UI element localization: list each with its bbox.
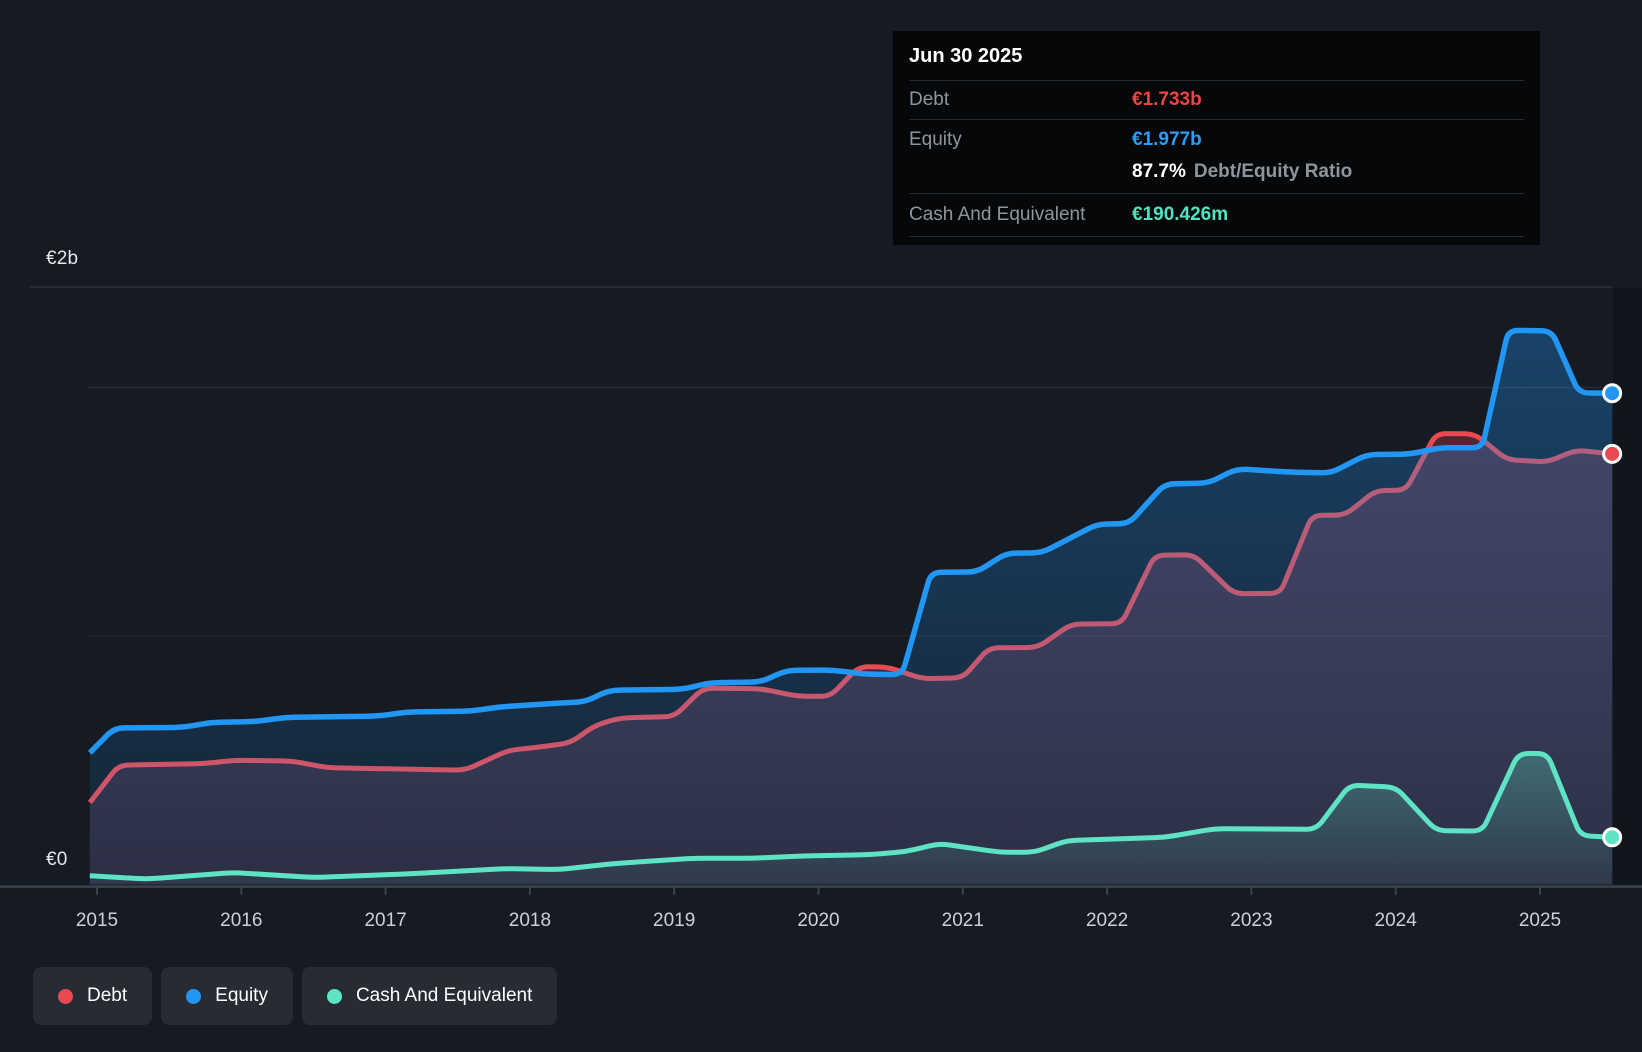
x-axis-tick-2020 <box>817 887 820 895</box>
tooltip-cash-label: Cash And Equivalent <box>909 204 1086 225</box>
x-axis-tick-2022 <box>1106 887 1109 895</box>
legend-item-debt[interactable]: Debt <box>33 967 153 1025</box>
x-axis-tick-2019 <box>673 887 676 895</box>
x-axis-label-2025: 2025 <box>1518 910 1562 931</box>
legend-equity-label: Equity <box>215 985 268 1006</box>
cash-dot-icon <box>326 988 342 1004</box>
legend: Debt Equity Cash And Equivalent <box>33 967 558 1025</box>
tooltip-equity-label: Equity <box>909 129 962 150</box>
equity-area <box>89 330 1613 885</box>
legend-debt-label: Debt <box>87 985 128 1006</box>
x-axis-tick-2024 <box>1394 887 1397 895</box>
cash-line <box>89 751 1613 882</box>
tooltip-row-equity: Equity €1.977b <box>909 120 1524 157</box>
tooltip-ratio-label: Debt/Equity Ratio <box>1193 161 1353 182</box>
debt-endpoint-marker <box>1602 443 1623 464</box>
x-axis-label-2015: 2015 <box>75 910 119 931</box>
legend-cash-label: Cash And Equivalent <box>355 985 533 1006</box>
debt-dot-icon <box>58 988 73 1004</box>
y-axis-label-0: €0 <box>46 849 68 870</box>
cash-area <box>89 753 1613 885</box>
x-axis-tick-2015 <box>96 887 98 895</box>
cash-endpoint-marker <box>1602 827 1623 848</box>
x-axis-line <box>0 885 1642 888</box>
equity-dot-icon <box>186 988 202 1004</box>
x-axis-label-2024: 2024 <box>1374 910 1417 931</box>
tooltip-cash-value: €190.426m <box>1132 204 1229 225</box>
tooltip-row-ratio: 87.7% Debt/Equity Ratio <box>909 157 1524 194</box>
x-axis-label-2023: 2023 <box>1230 910 1273 931</box>
x-axis-label-2017: 2017 <box>364 910 407 931</box>
x-axis-tick-2017 <box>384 887 387 895</box>
tooltip-row-cash: Cash And Equivalent €190.426m <box>909 194 1524 237</box>
x-axis-label-2020: 2020 <box>797 910 840 931</box>
tooltip-row-debt: Debt €1.733b <box>909 81 1524 120</box>
x-axis-label-2019: 2019 <box>653 910 696 931</box>
x-axis-tick-2023 <box>1250 887 1253 895</box>
x-axis-tick-2021 <box>961 887 964 895</box>
x-axis-label-2022: 2022 <box>1085 910 1129 931</box>
tooltip-equity-value: €1.977b <box>1132 129 1202 150</box>
y-axis-label-2b: €2b <box>46 248 79 269</box>
x-axis-tick-2018 <box>528 887 531 895</box>
tooltip: Jun 30 2025 Debt €1.733b Equity €1.977b … <box>893 31 1540 245</box>
tooltip-debt-value: €1.733b <box>1132 89 1202 110</box>
legend-item-equity[interactable]: Equity <box>161 967 293 1025</box>
x-axis-tick-2016 <box>240 887 243 895</box>
plot-right-margin <box>1613 288 1642 885</box>
x-axis-tick-2025 <box>1539 887 1541 895</box>
x-axis-label-2018: 2018 <box>508 910 552 931</box>
equity-endpoint-marker <box>1602 383 1623 404</box>
x-axis-label-2021: 2021 <box>941 910 984 931</box>
tooltip-date: Jun 30 2025 <box>909 31 1524 81</box>
legend-item-cash[interactable]: Cash And Equivalent <box>301 967 558 1025</box>
tooltip-debt-label: Debt <box>909 89 950 110</box>
equity-line <box>87 327 1613 755</box>
x-axis-label-2016: 2016 <box>220 910 263 931</box>
tooltip-ratio-value: 87.7% <box>1132 161 1186 182</box>
